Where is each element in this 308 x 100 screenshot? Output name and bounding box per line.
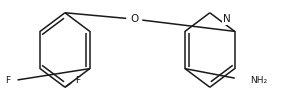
Text: NH₂: NH₂	[250, 76, 267, 85]
Text: O: O	[130, 14, 139, 24]
Text: F: F	[75, 76, 81, 85]
Text: N: N	[223, 14, 230, 24]
Text: F: F	[5, 76, 10, 85]
